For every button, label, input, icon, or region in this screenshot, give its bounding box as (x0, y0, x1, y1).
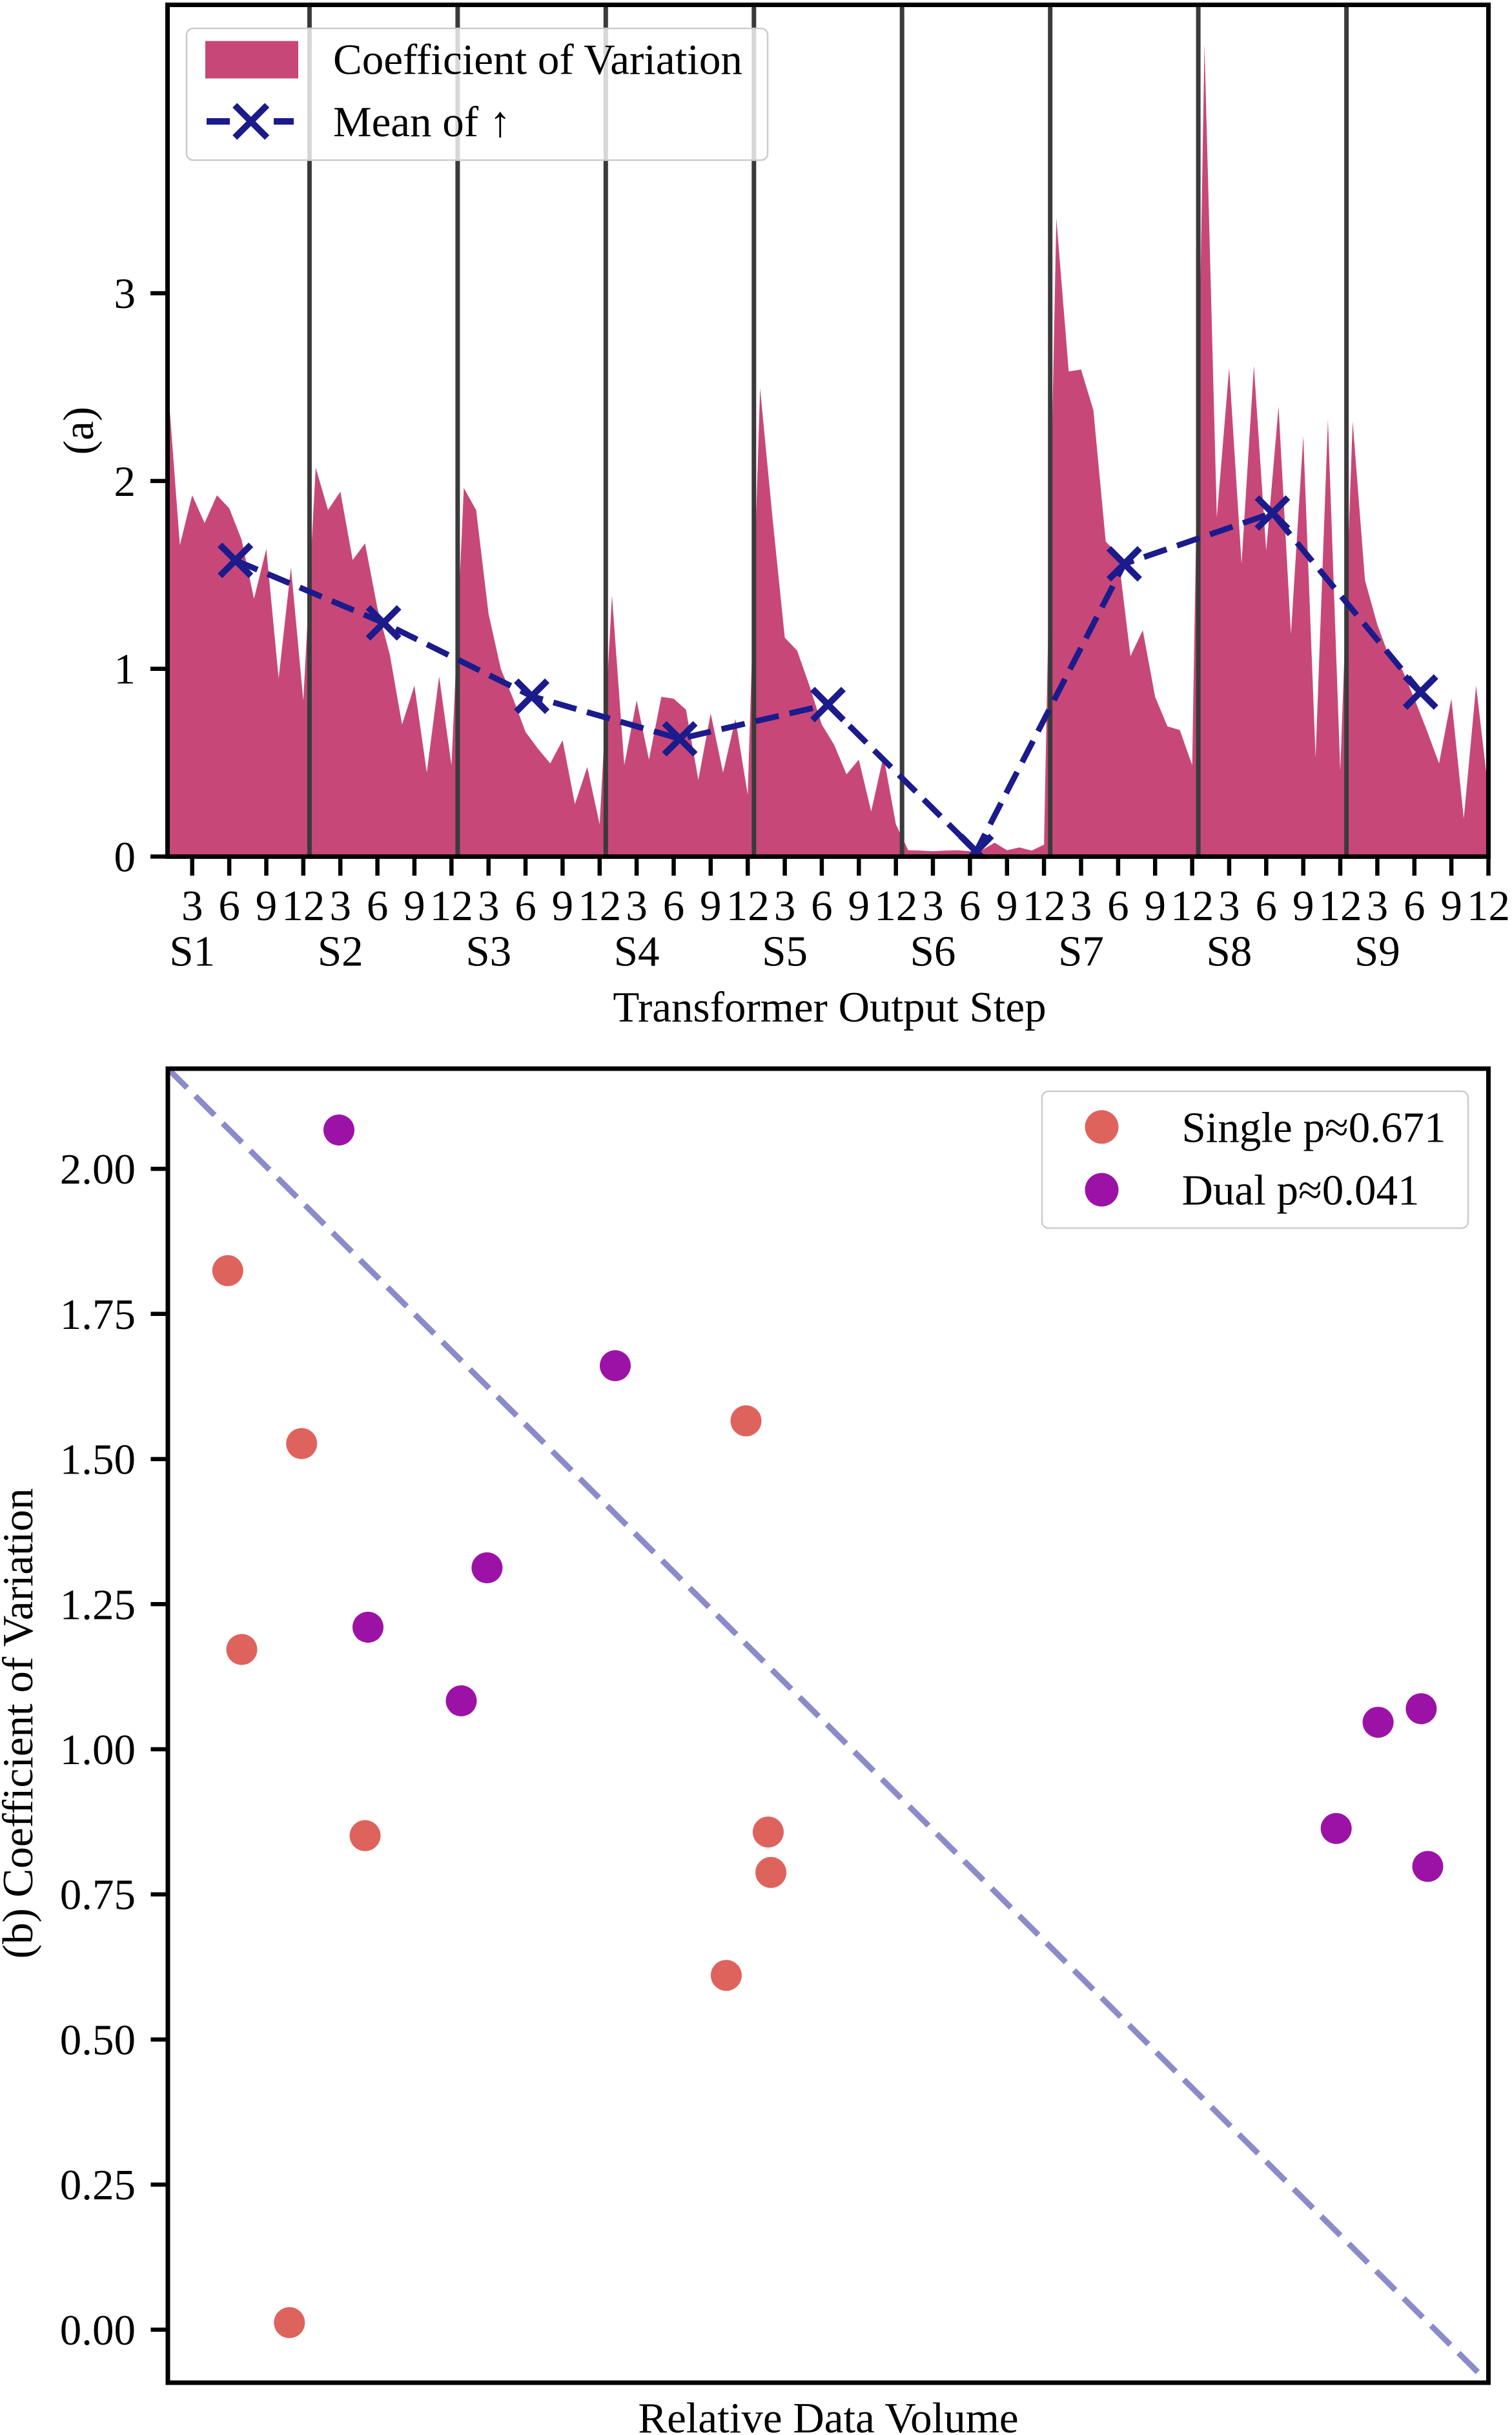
svg-text:0: 0 (114, 834, 136, 881)
svg-text:S6: S6 (910, 928, 956, 976)
svg-text:S8: S8 (1207, 928, 1252, 976)
svg-text:S2: S2 (318, 928, 363, 976)
svg-text:3: 3 (626, 882, 648, 930)
svg-text:1.00: 1.00 (60, 1726, 136, 1774)
svg-text:9: 9 (404, 882, 425, 930)
svg-text:Single p≈0.671: Single p≈0.671 (1182, 1104, 1446, 1152)
svg-text:S1: S1 (169, 928, 215, 976)
svg-text:12: 12 (578, 882, 621, 930)
svg-text:6: 6 (367, 882, 389, 930)
svg-text:9: 9 (700, 882, 722, 930)
svg-text:6: 6 (1107, 882, 1129, 930)
svg-text:12: 12 (1170, 882, 1214, 930)
svg-text:3: 3 (1218, 882, 1240, 930)
svg-text:Relative Data Volume: Relative Data Volume (638, 2394, 1018, 2435)
svg-text:12: 12 (281, 882, 325, 930)
svg-text:3: 3 (922, 882, 944, 930)
svg-text:S3: S3 (465, 928, 511, 976)
svg-text:3: 3 (181, 882, 203, 930)
svg-text:6: 6 (1404, 882, 1425, 930)
svg-text:2: 2 (114, 458, 136, 506)
svg-text:Mean of ↑: Mean of ↑ (333, 98, 511, 146)
svg-text:6: 6 (1256, 882, 1278, 930)
svg-text:0.50: 0.50 (60, 2017, 136, 2064)
svg-text:9: 9 (256, 882, 278, 930)
svg-text:3: 3 (114, 270, 136, 318)
svg-text:9: 9 (1144, 882, 1166, 930)
svg-text:(a): (a) (55, 407, 103, 455)
svg-text:3: 3 (478, 882, 500, 930)
svg-text:12: 12 (1467, 882, 1510, 930)
svg-text:6: 6 (811, 882, 833, 930)
svg-text:3: 3 (329, 882, 351, 930)
svg-text:12: 12 (1023, 882, 1066, 930)
svg-text:12: 12 (430, 882, 473, 930)
svg-text:12: 12 (1319, 882, 1362, 930)
svg-text:1: 1 (114, 646, 136, 694)
svg-text:12: 12 (726, 882, 770, 930)
svg-text:(b) Coefficient of Variation: (b) Coefficient of Variation (0, 1488, 42, 1959)
svg-text:Coefficient of Variation: Coefficient of Variation (333, 36, 742, 84)
svg-text:0.25: 0.25 (60, 2161, 136, 2209)
svg-text:9: 9 (1292, 882, 1314, 930)
svg-text:9: 9 (848, 882, 870, 930)
svg-text:Transformer Output Step: Transformer Output Step (613, 983, 1046, 1031)
svg-text:2.00: 2.00 (60, 1146, 136, 1193)
svg-text:6: 6 (515, 882, 536, 930)
svg-text:0.00: 0.00 (60, 2307, 136, 2354)
svg-text:S7: S7 (1058, 928, 1104, 976)
svg-text:9: 9 (1440, 882, 1462, 930)
svg-text:S4: S4 (614, 928, 660, 976)
svg-text:1.75: 1.75 (60, 1291, 136, 1339)
svg-text:6: 6 (663, 882, 685, 930)
svg-text:1.50: 1.50 (60, 1436, 136, 1484)
svg-text:S5: S5 (762, 928, 808, 976)
svg-text:3: 3 (774, 882, 796, 930)
svg-text:Dual p≈0.041: Dual p≈0.041 (1182, 1167, 1420, 1215)
svg-text:9: 9 (996, 882, 1018, 930)
svg-text:3: 3 (1070, 882, 1092, 930)
svg-text:0.75: 0.75 (60, 1871, 136, 1919)
svg-text:S9: S9 (1354, 928, 1400, 976)
svg-text:6: 6 (218, 882, 240, 930)
svg-text:9: 9 (552, 882, 574, 930)
svg-text:6: 6 (959, 882, 981, 930)
svg-text:12: 12 (874, 882, 917, 930)
svg-text:3: 3 (1367, 882, 1389, 930)
svg-text:1.25: 1.25 (60, 1581, 136, 1628)
